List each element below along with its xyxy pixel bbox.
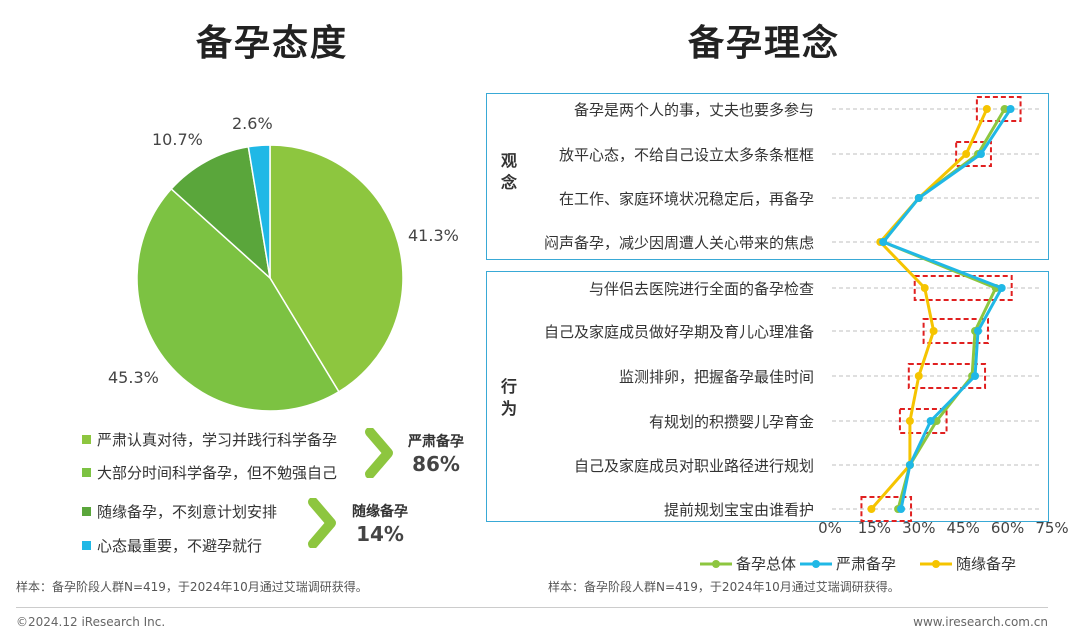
legend-marker-icon <box>800 559 832 568</box>
category-label: 有规划的积攒婴儿孕育金 <box>648 413 814 431</box>
section-char: 为 <box>500 399 517 418</box>
pie-slice-1 <box>269 144 404 393</box>
category-label: 与伴侣去医院进行全面的备孕检查 <box>588 280 814 298</box>
x-tick-label: 0% <box>818 519 842 537</box>
legend-label: 大部分时间科学备孕，但不勉强自己 <box>97 464 338 482</box>
category-label: 备孕是两个人的事，丈夫也要多参与 <box>573 101 814 119</box>
category-label: 监测排卵，把握备孕最佳时间 <box>618 368 814 386</box>
highlight-box <box>955 141 992 167</box>
x-tick-label: 15% <box>857 519 892 537</box>
right-source-note: 样本：备孕阶段人群N=419，于2024年10月通过艾瑞调研获得。 <box>548 580 900 594</box>
series-point <box>905 461 914 469</box>
series-point <box>867 505 876 513</box>
section-char: 行 <box>500 377 517 396</box>
category-label: 在工作、家庭环境状况稳定后，再备孕 <box>558 190 814 208</box>
x-tick-label: 75% <box>1035 519 1069 537</box>
series-point <box>997 284 1006 292</box>
legend-swatch <box>82 507 91 516</box>
series-point <box>920 284 929 292</box>
group-serious-value: 86% <box>412 452 460 476</box>
group-serious-name: 严肃备孕 <box>408 434 464 450</box>
legend-overall: 备孕总体 <box>700 553 796 574</box>
legend-label: 心态最重要，不避孕就行 <box>97 537 263 555</box>
x-tick-label: 60% <box>990 519 1025 537</box>
series-point <box>905 417 914 425</box>
section-box-concepts <box>486 93 1049 260</box>
series-line-2 <box>881 108 1012 510</box>
category-label: 提前规划宝宝由谁看护 <box>663 501 814 519</box>
series-point <box>897 505 906 513</box>
pie-slice-4 <box>247 144 271 279</box>
legend-item-mindset: 心态最重要，不避孕就行 <box>82 535 262 556</box>
legend-marker-icon <box>920 559 952 568</box>
left-source-note: 样本：备孕阶段人群N=419，于2024年10月通过艾瑞调研获得。 <box>16 580 368 594</box>
highlight-box <box>860 496 913 522</box>
series-point <box>982 105 991 113</box>
series-line-1 <box>881 108 1006 510</box>
series-point <box>879 238 888 246</box>
footer-copyright: ©2024.12 iResearch Inc. <box>16 615 166 629</box>
legend-label: 随缘备孕 <box>956 555 1017 573</box>
x-tick-label: 45% <box>946 519 980 537</box>
pie-title: 备孕态度 <box>196 23 349 64</box>
category-label: 自己及家庭成员对职业路径进行规划 <box>573 457 814 475</box>
legend-item-serious: 严肃认真对待，学习并践行科学备孕 <box>82 429 337 450</box>
legend-swatch <box>82 435 91 444</box>
brace-chevron-icon <box>365 428 393 478</box>
legend-swatch <box>82 468 91 477</box>
brace-chevron-icon <box>308 498 336 548</box>
series-point <box>971 372 980 380</box>
footer-divider <box>16 607 1048 608</box>
highlight-box <box>922 318 989 344</box>
series-point <box>976 150 985 158</box>
x-tick-label: 30% <box>902 519 936 537</box>
legend-label: 严肃认真对待，学习并践行科学备孕 <box>97 431 338 449</box>
series-point <box>1006 105 1015 113</box>
highlight-box <box>907 363 987 389</box>
pie-label-slice-4: 2.6% <box>232 114 273 133</box>
section-char: 念 <box>500 173 517 192</box>
legend-serious: 严肃备孕 <box>800 553 896 574</box>
series-point <box>929 327 938 335</box>
footer-website[interactable]: www.iresearch.com.cn <box>913 615 1048 629</box>
series-point <box>974 327 982 335</box>
line-chart-title: 备孕理念 <box>688 23 841 64</box>
legend-casual: 随缘备孕 <box>920 553 1016 574</box>
category-label: 闷声备孕，减少因周遭人关心带来的焦虑 <box>543 234 814 252</box>
category-label: 自己及家庭成员做好孕期及育儿心理准备 <box>543 323 814 341</box>
legend-swatch <box>82 541 91 550</box>
pie-label-slice-3: 10.7% <box>152 130 203 149</box>
series-line-3 <box>870 108 989 510</box>
highlight-box <box>898 408 948 434</box>
series-point <box>914 372 923 380</box>
series-point <box>914 194 923 202</box>
group-casual-name: 随缘备孕 <box>352 504 408 520</box>
series-point <box>962 150 971 158</box>
section-label-behaviors: 行 为 <box>499 376 519 420</box>
series-point <box>1000 105 1009 113</box>
section-box-behaviors <box>486 271 1049 522</box>
pie-chart <box>136 144 404 412</box>
category-label: 放平心态，不给自己设立太多条条框框 <box>558 146 814 164</box>
legend-item-mostly: 大部分时间科学备孕，但不勉强自己 <box>82 462 337 483</box>
group-casual-value: 14% <box>356 522 404 546</box>
pie-label-slice-1: 41.3% <box>408 226 459 245</box>
section-label-concepts: 观 念 <box>499 150 519 194</box>
legend-label: 随缘备孕，不刻意计划安排 <box>97 503 278 521</box>
legend-label: 备孕总体 <box>736 555 797 573</box>
series-point <box>926 417 935 425</box>
legend-label: 严肃备孕 <box>836 555 897 573</box>
pie-slice-2 <box>136 187 340 412</box>
legend-marker-icon <box>700 559 732 568</box>
legend-item-casual: 随缘备孕，不刻意计划安排 <box>82 501 277 522</box>
pie-label-slice-2: 45.3% <box>108 368 159 387</box>
section-char: 观 <box>500 151 517 170</box>
pie-slice-3 <box>170 145 272 280</box>
